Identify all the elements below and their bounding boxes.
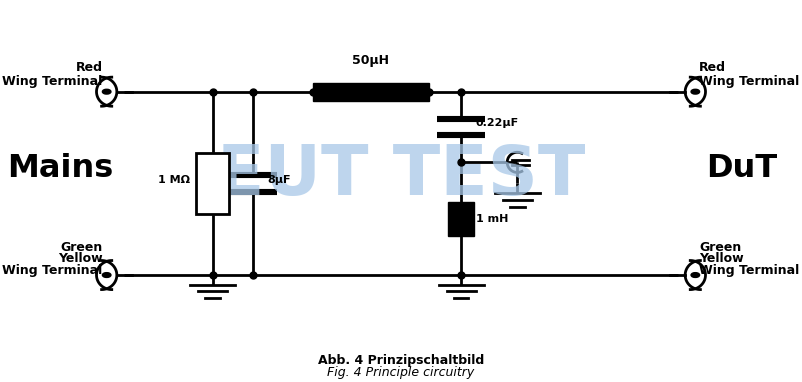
Text: DuT: DuT bbox=[707, 152, 777, 184]
Text: Mains: Mains bbox=[7, 152, 113, 184]
Circle shape bbox=[105, 91, 108, 92]
Text: 0.22μF: 0.22μF bbox=[476, 118, 519, 128]
Circle shape bbox=[692, 90, 699, 93]
Text: Wing Terminal: Wing Terminal bbox=[699, 264, 800, 277]
Text: Fig. 4 Principle circuitry: Fig. 4 Principle circuitry bbox=[327, 366, 475, 379]
Circle shape bbox=[103, 90, 110, 93]
Bar bbox=[196, 153, 229, 214]
Text: EUT TEST: EUT TEST bbox=[217, 142, 585, 209]
Text: Red: Red bbox=[75, 62, 103, 74]
Circle shape bbox=[692, 274, 699, 277]
Text: Wing Terminal: Wing Terminal bbox=[699, 75, 800, 88]
Circle shape bbox=[103, 274, 110, 277]
Circle shape bbox=[694, 91, 697, 92]
Bar bbox=[448, 201, 474, 236]
Text: Red: Red bbox=[699, 62, 727, 74]
Text: Wing Terminal: Wing Terminal bbox=[2, 264, 103, 277]
Bar bbox=[313, 83, 429, 101]
Circle shape bbox=[694, 274, 697, 276]
Text: Green: Green bbox=[699, 241, 742, 254]
Text: Yellow: Yellow bbox=[699, 253, 744, 265]
Text: Green: Green bbox=[60, 241, 103, 254]
Text: 1 mH: 1 mH bbox=[476, 214, 508, 224]
Bar bbox=[196, 153, 229, 214]
Circle shape bbox=[105, 274, 108, 276]
Text: Abb. 4 Prinzipschaltbild: Abb. 4 Prinzipschaltbild bbox=[318, 354, 484, 367]
Text: 8μF: 8μF bbox=[267, 175, 290, 185]
Text: Wing Terminal: Wing Terminal bbox=[2, 75, 103, 88]
Text: 50μH: 50μH bbox=[352, 54, 390, 67]
Text: Yellow: Yellow bbox=[58, 253, 103, 265]
Text: 1 MΩ: 1 MΩ bbox=[158, 175, 190, 185]
